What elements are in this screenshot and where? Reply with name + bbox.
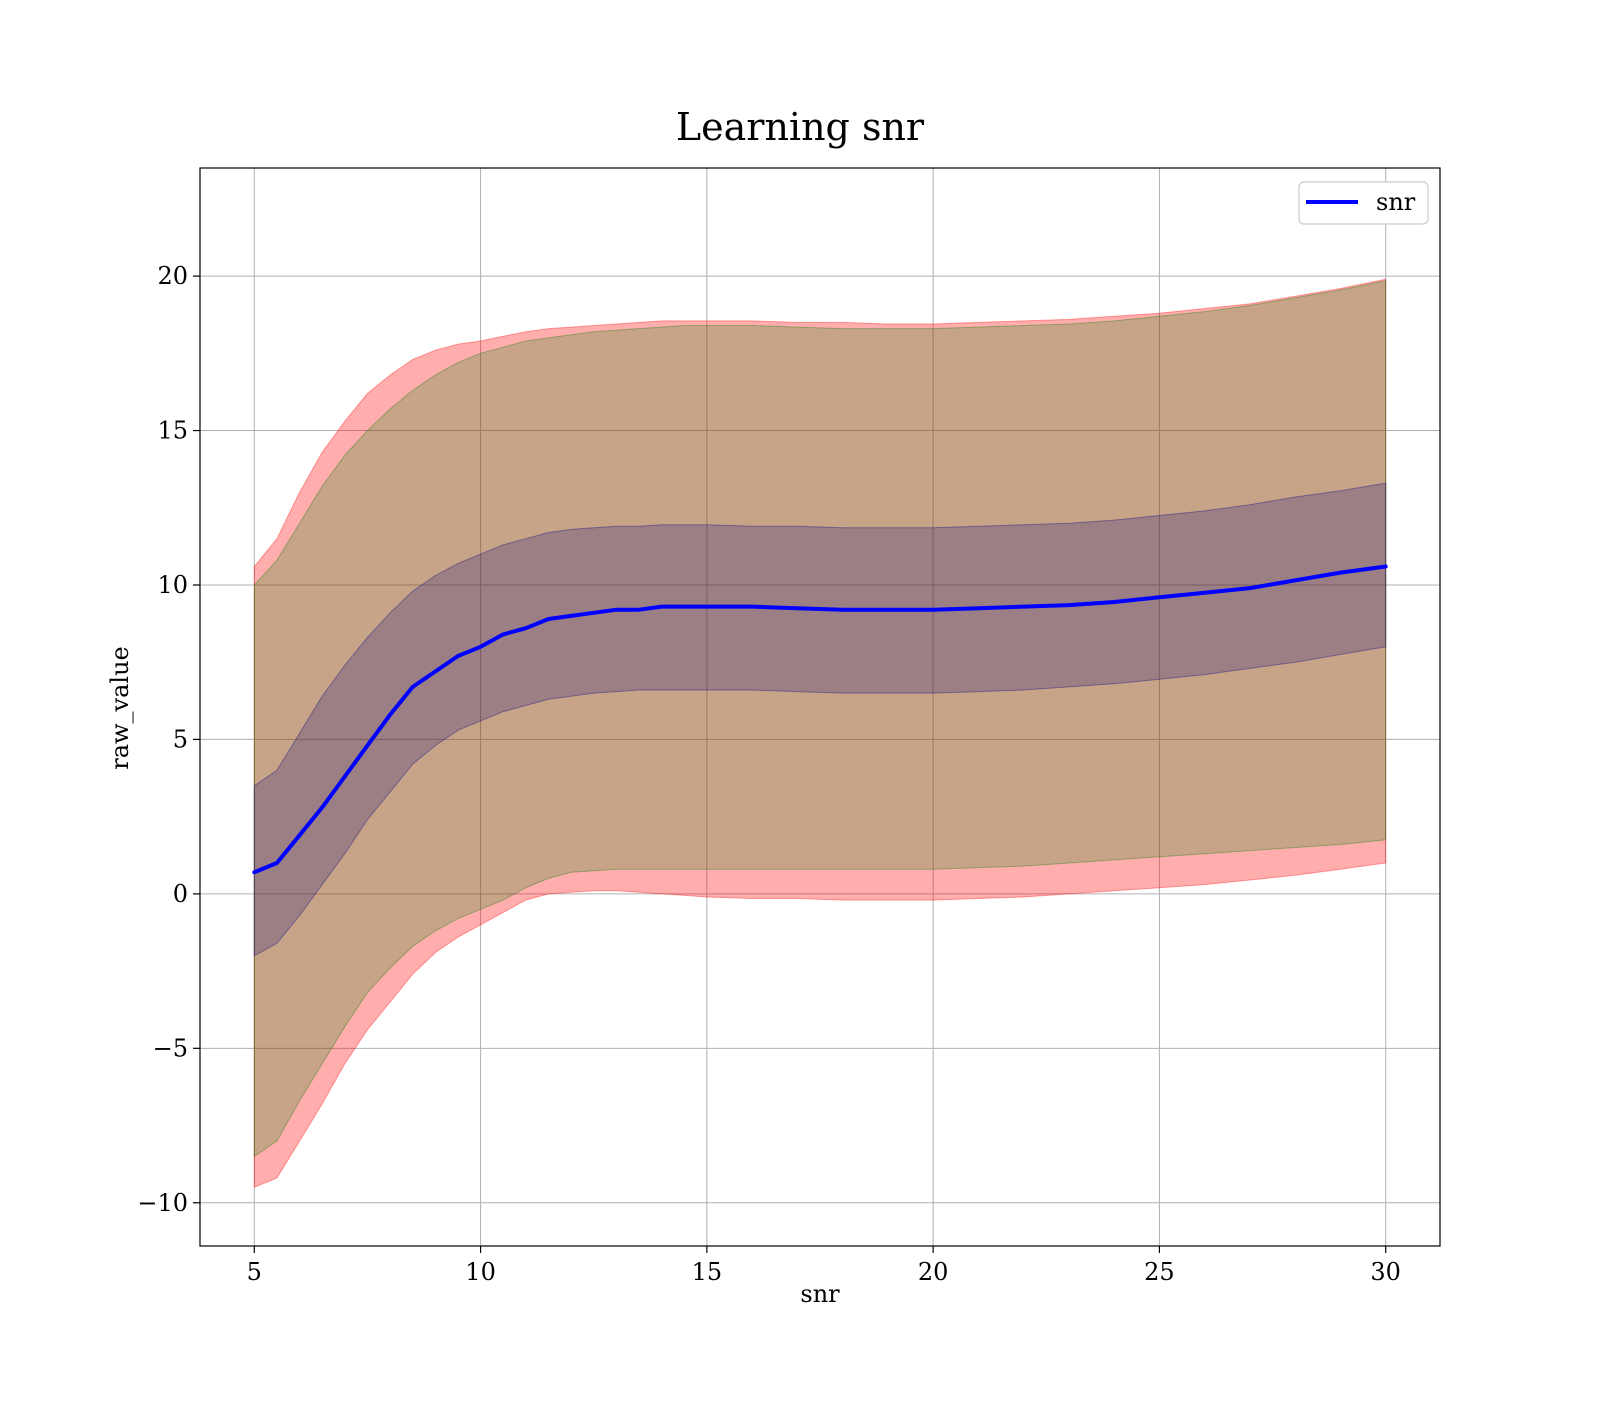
y-tick-label: 5 [173,725,188,753]
band-layer [253,278,1387,1189]
y-tick-label: 0 [173,880,188,908]
legend-label-snr: snr [1376,188,1416,216]
x-tick-layer: 5 10 15 20 25 30 [247,1246,1401,1286]
confidence-band-1 [253,278,1387,1189]
grid-layer [200,168,1440,1246]
confidence-band-2 [253,280,1387,1158]
series-line-snr [252,564,1388,875]
y-tick-label: −10 [137,1189,188,1217]
legend-box [1298,181,1429,225]
x-axis-label: snr [800,1280,840,1308]
y-tick-label: 15 [157,417,188,445]
plot-frame [199,167,1441,1247]
x-tick-label: 20 [918,1258,949,1286]
x-tick-label: 25 [1144,1258,1175,1286]
y-tick-label: 10 [157,571,188,599]
x-tick-label: 10 [465,1258,496,1286]
y-tick-label: 20 [157,262,188,290]
x-tick-label: 5 [247,1258,262,1286]
line-layer [252,564,1388,875]
legend: snr [1298,181,1429,225]
chart-title: Learning snr [676,105,925,149]
y-tick-label: −5 [153,1034,188,1062]
y-tick-layer: −10 −5 0 5 10 15 20 [137,262,200,1217]
x-tick-label: 30 [1370,1258,1401,1286]
y-axis-label: raw_value [106,646,134,770]
x-tick-label: 15 [692,1258,723,1286]
